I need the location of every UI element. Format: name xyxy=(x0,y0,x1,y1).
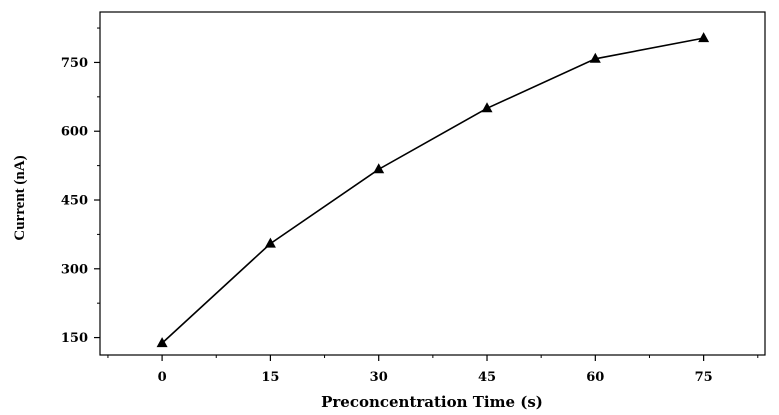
x-axis-title: Preconcentration Time (s) xyxy=(321,393,543,411)
y-tick-label: 150 xyxy=(61,331,88,346)
data-point xyxy=(589,52,601,63)
data-point xyxy=(373,163,385,174)
x-tick-label: 30 xyxy=(370,370,388,385)
x-tick-label: 45 xyxy=(478,370,496,385)
x-tick-label: 15 xyxy=(261,370,279,385)
data-point xyxy=(264,237,276,248)
series-line xyxy=(161,37,704,344)
data-point xyxy=(481,102,493,113)
data-point xyxy=(698,32,710,43)
y-axis: 150 300 450 600 750 xyxy=(61,27,100,346)
data-markers xyxy=(156,32,710,348)
y-tick-label: 750 xyxy=(61,56,88,71)
y-tick-label: 300 xyxy=(61,262,88,277)
data-point xyxy=(156,337,168,348)
x-tick-label: 60 xyxy=(586,370,604,385)
plot-frame xyxy=(99,11,766,356)
x-axis: 0 15 30 45 60 75 xyxy=(107,355,759,385)
y-axis-title: Current (nA) xyxy=(12,155,28,240)
y-tick-label: 450 xyxy=(61,194,88,209)
x-tick-label: 75 xyxy=(695,370,713,385)
x-tick-label: 0 xyxy=(158,370,167,385)
y-tick-label: 600 xyxy=(61,125,88,140)
